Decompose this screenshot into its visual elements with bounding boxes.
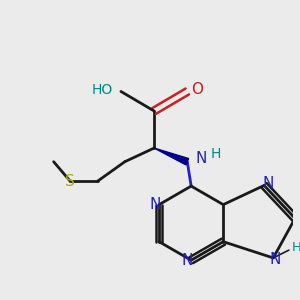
Text: S: S: [65, 174, 75, 189]
Polygon shape: [154, 148, 189, 165]
Text: H: H: [211, 147, 221, 161]
Text: N: N: [262, 176, 274, 191]
Text: O: O: [191, 82, 203, 97]
Text: N: N: [195, 151, 206, 166]
Text: N: N: [269, 252, 281, 267]
Text: N: N: [149, 197, 161, 212]
Text: H: H: [292, 241, 300, 254]
Text: HO: HO: [92, 82, 113, 97]
Text: N: N: [182, 253, 193, 268]
